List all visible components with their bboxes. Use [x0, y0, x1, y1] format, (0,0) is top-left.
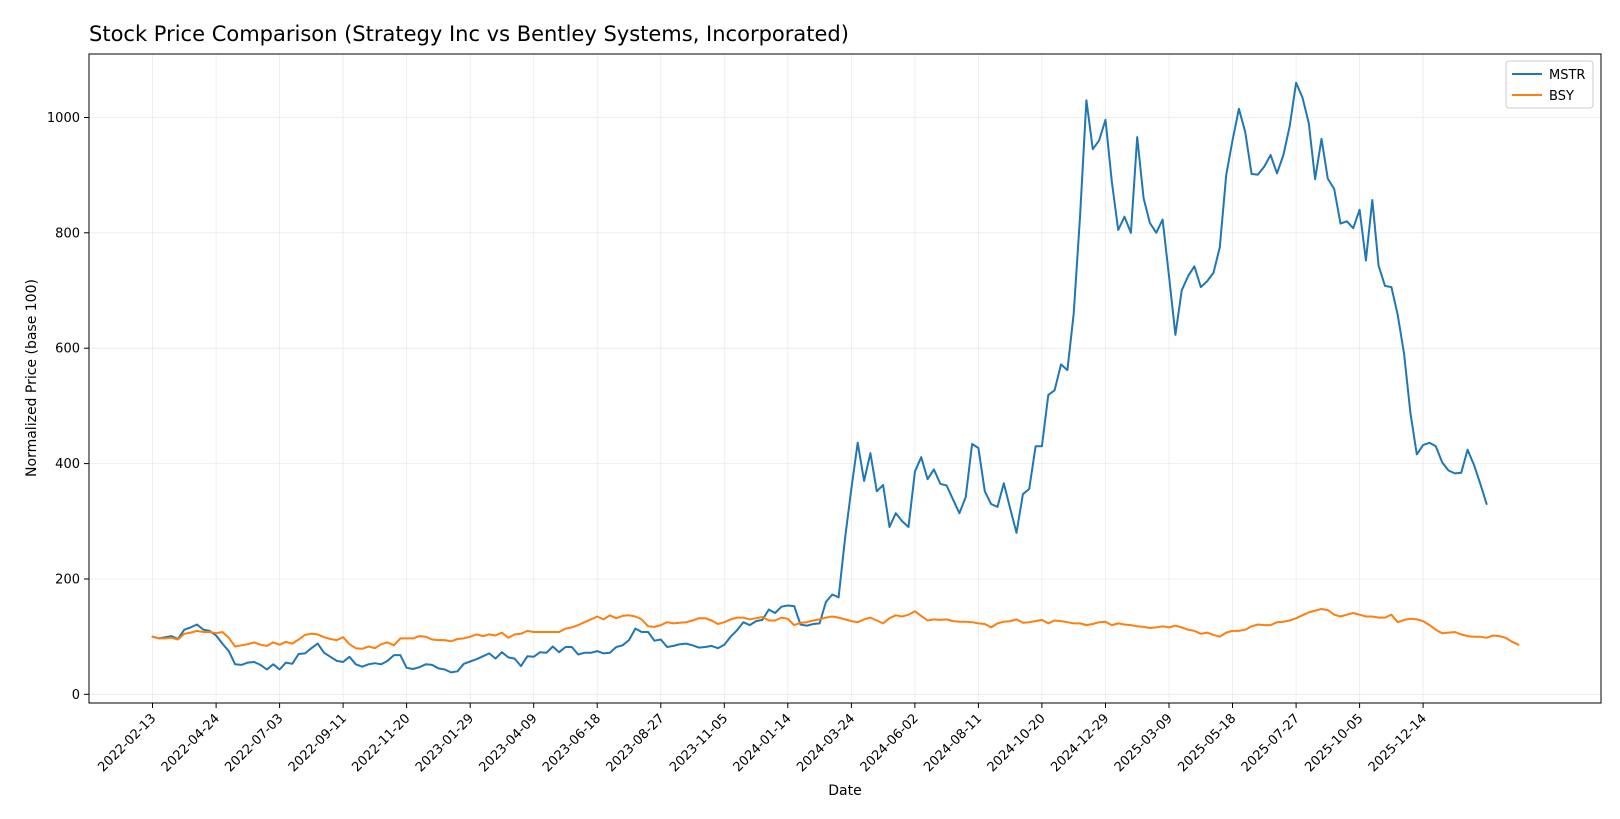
x-tick-label: 2024-06-02: [858, 711, 922, 775]
x-tick-label: 2022-09-11: [286, 711, 350, 775]
x-axis-title: Date: [828, 783, 861, 799]
y-tick-label: 800: [55, 226, 80, 241]
y-tick-label: 600: [55, 342, 80, 357]
x-tick-label: 2025-05-18: [1175, 711, 1239, 775]
x-tick-label: 2022-11-20: [349, 711, 413, 775]
x-tick-label: 2024-12-29: [1048, 711, 1112, 775]
x-tick-label: 2024-03-24: [794, 711, 858, 775]
y-tick-label: 200: [55, 573, 80, 588]
x-axis: 2022-02-13 2022-04-24 2022-07-03 2022-09-11…: [95, 703, 1430, 775]
x-tick-label: 2025-10-05: [1302, 711, 1366, 775]
grid: [89, 54, 1601, 703]
series-line-mstr: [151, 81, 1488, 674]
x-tick-label: 2025-12-14: [1366, 711, 1430, 775]
x-tick-label: 2024-10-20: [985, 711, 1049, 775]
y-tick-label: 400: [55, 457, 80, 472]
x-tick-label: 2024-01-14: [731, 711, 795, 775]
y-axis-title: Normalized Price (base 100): [24, 279, 40, 477]
legend-label-bsy: BSY: [1549, 89, 1574, 104]
x-tick-label: 2024-08-11: [921, 711, 985, 775]
x-tick-label: 2025-03-09: [1112, 711, 1176, 775]
x-tick-label: 2023-08-27: [604, 711, 668, 775]
x-tick-label: 2022-02-13: [95, 711, 159, 775]
legend-label-mstr: MSTR: [1549, 68, 1585, 83]
x-tick-label: 2022-07-03: [222, 711, 286, 775]
series-lines: [151, 81, 1520, 674]
y-axis: 0 200 400 600 800 1000: [47, 111, 89, 703]
x-tick-label: 2025-07-27: [1239, 711, 1303, 775]
x-tick-label: 2023-06-18: [540, 711, 604, 775]
y-tick-label: 0: [72, 688, 80, 703]
x-tick-label: 2023-04-09: [476, 711, 540, 775]
legend: MSTR BSY: [1505, 60, 1594, 109]
x-tick-label: 2022-04-24: [159, 711, 223, 775]
x-tick-label: 2023-01-29: [413, 711, 477, 775]
plot-area-frame: [88, 53, 1602, 704]
series-line-bsy: [151, 608, 1520, 650]
y-tick-label: 1000: [47, 111, 80, 126]
chart-title: Stock Price Comparison (Strategy Inc vs …: [89, 22, 849, 46]
legend-box: [1505, 60, 1594, 109]
x-tick-label: 2023-11-05: [667, 711, 731, 775]
